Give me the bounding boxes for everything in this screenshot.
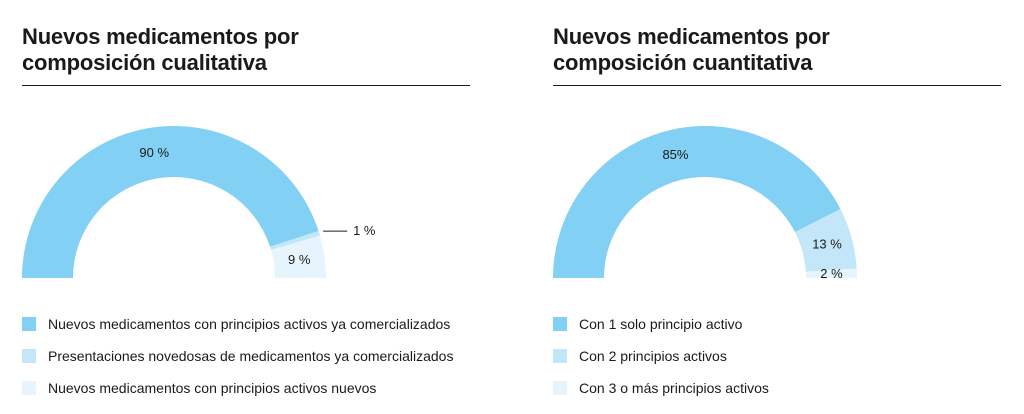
legend-item: Con 3 o más principios activos <box>553 372 1013 404</box>
pie-slice <box>805 268 857 278</box>
chart-title-line-2: composición cuantitativa <box>553 50 813 75</box>
chart-panel-quantitative: Nuevos medicamentos por composición cuan… <box>553 0 1001 414</box>
slice-value-label: 13 % <box>812 237 842 252</box>
legend-label: Nuevos medicamentos con principios activ… <box>48 380 377 396</box>
legend-swatch <box>22 349 36 363</box>
legend-label: Nuevos medicamentos con principios activ… <box>48 316 451 332</box>
slice-value-label: 90 % <box>139 145 169 160</box>
pie-slice <box>553 126 841 279</box>
chart-title-line-1: Nuevos medicamentos por <box>22 24 299 49</box>
chart-title: Nuevos medicamentos por composición cual… <box>22 24 470 76</box>
legend-label: Con 1 solo principio activo <box>579 316 743 332</box>
slice-value-label: 85% <box>662 147 688 162</box>
legend-item: Presentaciones novedosas de medicamentos… <box>22 340 482 372</box>
pie-slice <box>794 208 857 272</box>
legend-swatch <box>22 317 36 331</box>
legend-item: Nuevos medicamentos con principios activ… <box>22 308 482 340</box>
chart-title-line-2: composición cualitativa <box>22 50 267 75</box>
pie-slice <box>270 235 326 278</box>
legend-item: Nuevos medicamentos con principios activ… <box>22 372 482 404</box>
chart-title: Nuevos medicamentos por composición cuan… <box>553 24 1001 76</box>
legend-swatch <box>553 317 567 331</box>
title-divider <box>22 85 470 86</box>
legend-label: Presentaciones novedosas de medicamentos… <box>48 348 454 364</box>
chart-legend: Con 1 solo principio activo Con 2 princi… <box>553 308 1013 404</box>
legend-label: Con 2 principios activos <box>579 348 727 364</box>
half-donut-chart-quantitative: 85% 13 % 2 % <box>553 126 857 281</box>
legend-label: Con 3 o más principios activos <box>579 380 769 396</box>
legend-swatch <box>22 381 36 395</box>
legend-item: Con 2 principios activos <box>553 340 1013 372</box>
pie-slice <box>22 126 319 278</box>
half-donut-chart-qualitative: 90 % 1 % 9 % <box>22 126 376 278</box>
chart-title-line-1: Nuevos medicamentos por <box>553 24 830 49</box>
title-divider <box>553 85 1001 86</box>
slice-value-label: 9 % <box>288 252 311 267</box>
slice-value-label: 1 % <box>353 223 376 238</box>
pie-slice <box>270 231 320 250</box>
chart-panel-qualitative: Nuevos medicamentos por composición cual… <box>22 0 470 414</box>
legend-swatch <box>553 381 567 395</box>
chart-legend: Nuevos medicamentos con principios activ… <box>22 308 482 404</box>
legend-item: Con 1 solo principio activo <box>553 308 1013 340</box>
legend-swatch <box>553 349 567 363</box>
slice-value-label: 2 % <box>820 266 843 281</box>
